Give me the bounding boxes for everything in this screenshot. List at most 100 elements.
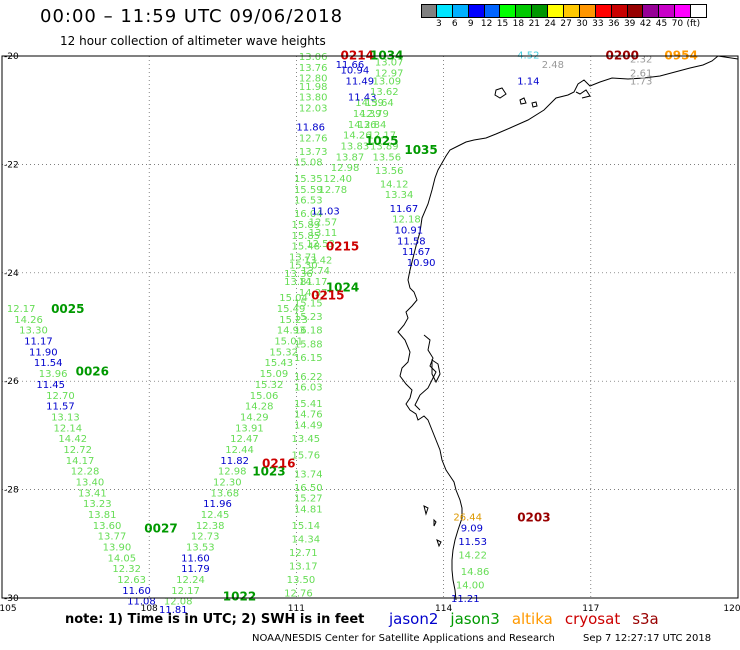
shark-bay-inlet: [414, 334, 437, 411]
swh-value-label: 13.50: [287, 575, 316, 586]
color-scale-labels: 3 6 9 12 15 18 21 24 27 30 33 36 39 42 45 70 (ft): [421, 19, 740, 31]
swh-value-label: 14.93: [277, 326, 306, 337]
swh-value-label: 14.29: [240, 412, 269, 423]
swh-value-label: 11.60: [181, 553, 210, 564]
lat-tick-label: -28: [4, 486, 19, 496]
color-swatch: [484, 4, 501, 18]
swh-value-label: 14.26: [343, 131, 372, 142]
swh-value-label: 12.17: [368, 131, 397, 142]
swh-value-label: 13.62: [370, 87, 399, 98]
swh-value-label: 14.12: [380, 179, 409, 190]
swh-value-label: 16.50: [294, 483, 323, 494]
swh-value-label: 13.83: [341, 141, 370, 152]
lon-tick-label: 108: [141, 604, 158, 614]
swh-value-label: 13.23: [83, 499, 112, 510]
swh-value-label: 10.94: [341, 66, 370, 77]
swh-value-label: 13.80: [299, 93, 328, 104]
swh-value-label: 11.60: [122, 586, 151, 597]
map-frame: [1, 55, 739, 599]
swh-value-label: 16.53: [294, 196, 323, 207]
swh-value-label: 14.36: [348, 120, 377, 131]
port-hedland-inlet: [575, 89, 591, 99]
swh-value-label: 14.00: [456, 580, 485, 591]
swh-value-label: 13.42: [304, 255, 333, 266]
swh-value-label: 12.40: [323, 174, 352, 185]
lon-tick-label: 105: [0, 604, 17, 614]
swh-value-label: 11.43: [348, 93, 377, 104]
color-swatch: [564, 4, 580, 18]
swh-value-label: 12.17: [7, 304, 36, 315]
swh-value-label: 13.68: [211, 488, 240, 499]
color-scale-label: 9: [467, 19, 474, 29]
swh-value-label: 2.48: [542, 60, 564, 71]
swh-value-label: 13.90: [103, 543, 132, 554]
swh-value-label: 15.04: [279, 293, 308, 304]
swh-value-label: 12.17: [171, 586, 200, 597]
swh-value-label: 12.14: [54, 423, 83, 434]
swh-value-label: 15.27: [294, 494, 323, 505]
color-swatch: [548, 4, 565, 18]
color-scale-bar: [421, 4, 708, 18]
shark-bay-island: [431, 359, 441, 384]
barrow-island: [494, 87, 507, 99]
swh-value-label: 15.41: [294, 399, 323, 410]
color-swatch: [436, 4, 453, 18]
swh-value-label: 16.03: [294, 383, 323, 394]
pass-time-label: 0954: [664, 48, 697, 62]
color-scale-label: 18: [512, 19, 525, 29]
color-swatch: [627, 4, 644, 18]
satellite-legend: jason2 jason3 altika cryosat s3a: [389, 610, 671, 628]
swh-value-label: 11.67: [402, 247, 431, 258]
swh-value-label: 12.73: [191, 532, 220, 543]
swh-value-label: 12.28: [71, 467, 100, 478]
swh-value-label: 12.63: [117, 575, 146, 586]
swh-value-label: 14.26: [14, 315, 43, 326]
swh-value-label: 13.11: [309, 228, 338, 239]
swh-value-label: 14.76: [294, 410, 323, 421]
swh-value-label: 16.18: [294, 326, 323, 337]
swh-value-label: 15.15: [294, 299, 323, 310]
swh-value-label: 12.30: [213, 477, 242, 488]
swh-value-label: 12.78: [318, 185, 347, 196]
swh-value-label: 11.82: [220, 456, 249, 467]
lat-tick-label: -30: [4, 594, 19, 604]
swh-value-label: 12.98: [331, 163, 360, 174]
swh-value-label: 12.57: [309, 217, 338, 228]
swh-value-label: 13.53: [186, 543, 215, 554]
swh-value-label: 13.89: [370, 141, 399, 152]
swh-value-label: 14.17: [66, 456, 95, 467]
swh-value-label: 11.96: [203, 499, 232, 510]
swh-value-label: 12.32: [112, 564, 141, 575]
swh-value-label: 15.01: [274, 337, 303, 348]
legend-item-jason3: jason3: [450, 610, 500, 628]
color-scale-label: 6: [451, 19, 458, 29]
swh-value-label: 14.28: [245, 402, 274, 413]
swh-value-label: 15.49: [277, 304, 306, 315]
swh-value-label: 12.70: [46, 391, 75, 402]
swh-value-label: 12.44: [225, 445, 254, 456]
swh-value-label: 11.53: [458, 537, 487, 548]
color-swatch: [468, 4, 485, 18]
pass-time-label: 0215: [326, 240, 359, 254]
color-scale-label: (ft): [686, 19, 701, 29]
swh-value-label: 15.32: [255, 380, 284, 391]
swh-value-label: 11.03: [311, 206, 340, 217]
swh-value-label: 14.86: [461, 567, 490, 578]
swh-value-label: 2.32: [630, 55, 652, 66]
color-swatch: [579, 4, 596, 18]
color-scale-label: 15: [496, 19, 509, 29]
page-title: 00:00 – 11:59 UTC 09/06/2018: [40, 6, 344, 27]
dampier-islands: [519, 97, 538, 108]
swh-value-label: 12.79: [360, 109, 389, 120]
legend-item-cryosat: cryosat: [564, 610, 621, 628]
swh-value-label: 15.48: [291, 242, 320, 253]
swh-value-label: 14.05: [107, 553, 136, 564]
swh-value-label: 13.74: [294, 469, 323, 480]
pass-time-label: 1022: [223, 589, 256, 603]
swh-value-label: 11.21: [451, 594, 480, 605]
lon-tick-label: 111: [288, 604, 305, 614]
swh-value-label: 13.13: [51, 412, 80, 423]
lat-tick-label: -20: [4, 52, 19, 62]
swh-value-label: 13.41: [78, 488, 107, 499]
lat-tick-label: -26: [4, 377, 19, 387]
